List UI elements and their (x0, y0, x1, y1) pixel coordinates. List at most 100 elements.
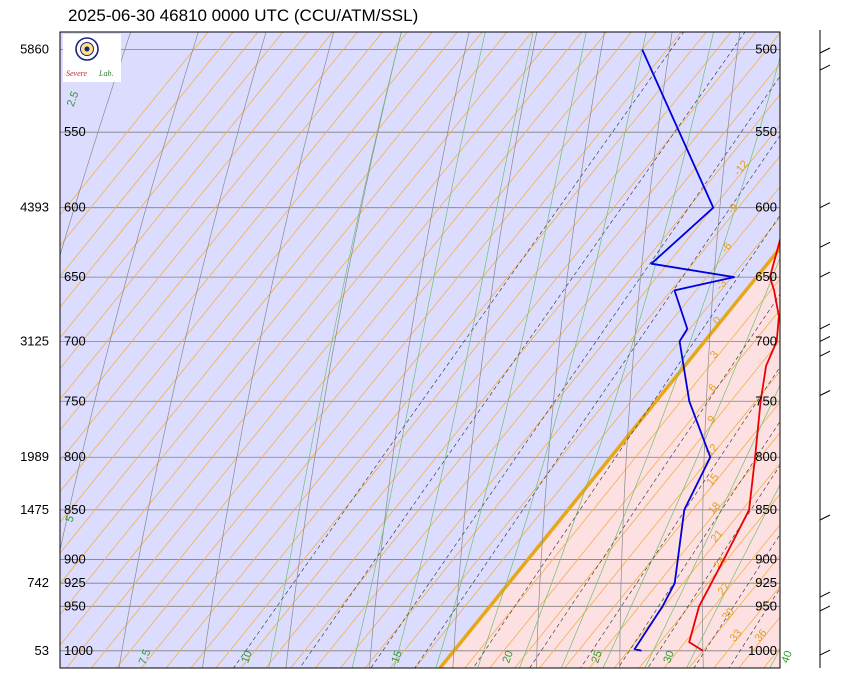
isotherm-line (190, 32, 707, 668)
isotherm-line (807, 14, 850, 676)
isotherm-line (489, 309, 780, 668)
isotherm-line (60, 32, 408, 462)
thermo-lines (60, 14, 850, 676)
pressure-label-left: 600 (64, 200, 86, 215)
dry-adiabat (118, 32, 267, 668)
isotherm-line (90, 32, 608, 668)
isotherm-line (539, 370, 780, 668)
wind-barb (819, 271, 831, 278)
moist-adiabat-label: 25 (589, 649, 604, 665)
moist-adiabat-label: 30 (661, 649, 676, 665)
dry-adiabat (202, 32, 335, 668)
pressure-label-right: 900 (755, 551, 777, 566)
moist-adiabat (519, 32, 714, 668)
logo-text-right: Lab. (98, 69, 113, 78)
wind-barb (819, 591, 831, 598)
moist-adiabat (435, 32, 587, 668)
wind-barb (819, 649, 831, 656)
chart-title: 2025-06-30 46810 0000 UTC (CCU/ATM/SSL) (68, 6, 419, 25)
isotherm-line (832, 14, 850, 676)
pressure-label-left: 650 (64, 269, 86, 284)
pressure-label-left: 925 (64, 575, 86, 590)
wind-barb (819, 323, 831, 330)
pressure-label-right: 700 (755, 333, 777, 348)
moist-adiabat-label: 10 (239, 649, 254, 665)
pressure-label-right: 750 (755, 393, 777, 408)
dewpoint-profile (633, 49, 736, 652)
wind-barb (819, 47, 831, 54)
mixing-ratio-line (299, 32, 746, 668)
pressure-label-right: 850 (755, 502, 777, 517)
wind-barb (819, 335, 831, 342)
height-label: 1475 (20, 502, 49, 517)
isotherm-line (782, 14, 850, 676)
pressure-label-right: 925 (755, 575, 777, 590)
isotherm-line (60, 32, 508, 585)
pressure-label-left: 550 (64, 124, 86, 139)
height-label: 3125 (20, 333, 49, 348)
isotherm-line (339, 124, 780, 668)
height-label: 53 (35, 643, 49, 658)
isotherm-line (60, 32, 259, 278)
isotherm-line (60, 32, 309, 339)
wind-barb (819, 350, 831, 357)
dry-adiabat (369, 32, 470, 668)
freezing-isotherm (437, 245, 780, 668)
isotherm-line (464, 278, 780, 668)
severe-lab-logo: Severe Lab. (63, 34, 121, 82)
pressure-label-left: 750 (64, 393, 86, 408)
plot-frame (59, 31, 781, 669)
isotherm-line (140, 32, 657, 668)
isotherm-line (60, 32, 533, 616)
height-label: 1989 (20, 449, 49, 464)
pressure-label-right: 550 (755, 124, 777, 139)
isotherm-line (638, 493, 780, 668)
height-label: 4393 (20, 200, 49, 215)
moist-adiabat (686, 483, 780, 668)
pressure-label-right: 1000 (748, 643, 777, 658)
mixing-ratio-line (529, 293, 780, 668)
isotherm-line (364, 155, 780, 668)
dry-adiabat (782, 14, 810, 676)
dry-adiabat (60, 32, 199, 552)
moist-adiabat-label: 40 (779, 649, 794, 665)
isotherm-line (60, 32, 558, 646)
isotherm-line (165, 32, 682, 668)
isotherm-line (60, 32, 383, 431)
profiles (633, 49, 780, 652)
moist-adiabat (351, 32, 486, 668)
isotherm-line (240, 32, 757, 668)
isotherm-line (663, 524, 780, 668)
pressure-label-left: 800 (64, 449, 86, 464)
wind-barb (819, 605, 831, 612)
isotherm-line (688, 555, 780, 668)
moist-adiabat-label: 15 (389, 649, 404, 665)
isotherm-line (563, 401, 780, 668)
wind-barb (819, 514, 831, 521)
isotherm-line (115, 32, 632, 668)
mixing-ratio-line (414, 134, 780, 668)
wind-barb (819, 241, 831, 248)
mixing-ratio-line (580, 366, 780, 668)
pressure-label-left: 850 (64, 502, 86, 517)
isotherm-line (265, 32, 780, 668)
pressure-label-left: 900 (64, 551, 86, 566)
wind-barbs (819, 30, 831, 668)
isotherm-line (60, 32, 209, 216)
pressure-label-right: 650 (755, 269, 777, 284)
moist-adiabat (268, 32, 402, 668)
isotherm-line (60, 32, 483, 554)
isotherm-line (389, 186, 780, 668)
isotherm-line (60, 32, 359, 400)
dry-adiabat (60, 32, 132, 257)
dry-adiabat (285, 32, 402, 668)
isotherm-line (60, 32, 458, 523)
isotherm-line (314, 93, 780, 668)
isotherm-line (613, 462, 780, 668)
temperature-profile (688, 236, 780, 652)
isotherm-line (60, 32, 433, 493)
isotherm-line (60, 32, 234, 247)
isotherm-line (414, 216, 780, 668)
height-labels: 5860 4393 3125 1989 1475 742 53 (20, 42, 49, 658)
moist-adiabat (602, 256, 780, 668)
